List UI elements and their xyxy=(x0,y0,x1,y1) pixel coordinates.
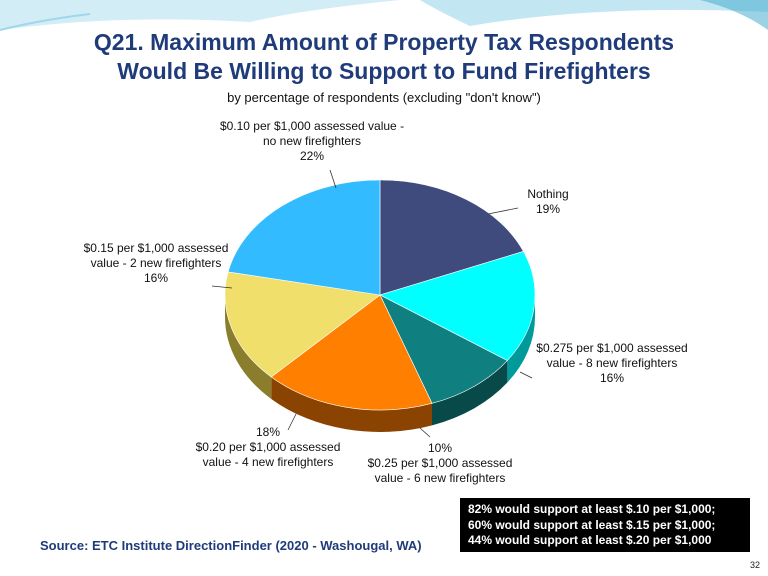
callout-leader-line xyxy=(419,427,431,438)
slice-category-label: Nothing xyxy=(527,187,568,201)
pie-slice xyxy=(379,294,508,404)
slice-category-label: $0.25 per $1,000 assessed xyxy=(368,456,513,470)
slice-percent-label: 19% xyxy=(536,202,560,216)
pie-slice-side xyxy=(507,295,535,383)
support-summary-line: 44% would support at least $.20 per $1,0… xyxy=(468,533,712,547)
pie-top-faces xyxy=(224,179,536,411)
pie-slice xyxy=(379,251,536,361)
support-summary-line: 82% would support at least $.10 per $1,0… xyxy=(468,502,716,516)
callout-leader-line xyxy=(287,413,297,431)
chart-subtitle: by percentage of respondents (excluding … xyxy=(227,90,541,105)
slice-category-label: $0.275 per $1,000 assessed xyxy=(536,341,687,355)
source-note: Source: ETC Institute DirectionFinder (2… xyxy=(40,538,422,553)
title-line-1: Q21. Maximum Amount of Property Tax Resp… xyxy=(93,29,675,55)
slice-category-label: no new firefighters xyxy=(263,134,361,148)
slice-percent-label: 22% xyxy=(300,149,324,163)
slice-category-label: value - 4 new firefighters xyxy=(203,455,334,469)
pie-slice-side xyxy=(225,295,272,399)
callout-leader-line xyxy=(329,169,337,189)
pie-slice xyxy=(270,294,433,411)
slice-category-label: value - 2 new firefighters xyxy=(91,256,222,270)
pie-3d-sides xyxy=(225,295,535,432)
pie-slice-side xyxy=(271,376,433,432)
pie-slice xyxy=(227,179,381,296)
slice-category-label: value - 8 new firefighters xyxy=(547,356,678,370)
slice-percent-label: 16% xyxy=(144,271,168,285)
slice-category-label: value - 6 new firefighters xyxy=(375,471,506,485)
callout-leader-line xyxy=(211,285,233,289)
support-summary-line: 60% would support at least $.15 per $1,0… xyxy=(468,517,716,532)
slice-category-label: $0.10 per $1,000 assessed value - xyxy=(220,119,404,133)
slice-percent-label: 18% xyxy=(256,425,280,439)
page-number: 32 xyxy=(749,560,760,570)
pie-slice-side xyxy=(432,360,508,426)
pie-slice xyxy=(224,271,381,378)
title-line-2: Would Be Willing to Support to Fund Fire… xyxy=(117,58,651,84)
support-summary-box: 82% would support at least $.10 per $1,0… xyxy=(460,498,750,552)
pie-slice xyxy=(379,179,524,296)
slice-category-label: $0.20 per $1,000 assessed xyxy=(196,440,341,454)
slice-category-label: $0.15 per $1,000 assessed xyxy=(84,241,229,255)
slice-percent-label: 16% xyxy=(600,371,624,385)
callout-leader-line xyxy=(487,207,519,215)
callout-leader-line xyxy=(519,371,533,379)
slide-title: Q21. Maximum Amount of Property Tax Resp… xyxy=(0,28,768,86)
slice-percent-label: 10% xyxy=(428,441,452,455)
